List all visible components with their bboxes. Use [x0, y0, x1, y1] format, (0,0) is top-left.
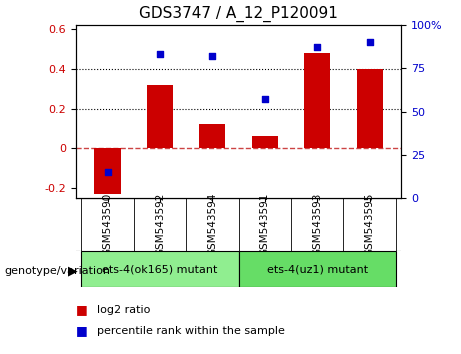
Point: [104, 170, 111, 175]
Text: GSM543590: GSM543590: [102, 193, 112, 256]
Text: GSM543593: GSM543593: [312, 193, 322, 257]
Text: GSM543595: GSM543595: [365, 193, 375, 257]
Title: GDS3747 / A_12_P120091: GDS3747 / A_12_P120091: [139, 6, 338, 22]
Point: [261, 97, 268, 102]
Text: ▶: ▶: [68, 264, 78, 277]
Text: GSM543594: GSM543594: [207, 193, 217, 257]
Bar: [199, 125, 225, 148]
Bar: [147, 85, 173, 148]
Point: [313, 45, 321, 50]
Text: genotype/variation: genotype/variation: [5, 266, 111, 276]
Text: ets-4(ok165) mutant: ets-4(ok165) mutant: [102, 264, 218, 274]
Text: GSM543592: GSM543592: [155, 193, 165, 257]
Point: [156, 51, 164, 57]
Text: GSM543591: GSM543591: [260, 193, 270, 257]
Text: ets-4(uz1) mutant: ets-4(uz1) mutant: [266, 264, 368, 274]
Bar: [252, 136, 278, 148]
Bar: [81, 251, 239, 287]
Text: ■: ■: [76, 303, 88, 316]
Bar: [95, 148, 121, 194]
Bar: [356, 69, 383, 148]
Point: [366, 39, 373, 45]
Text: ■: ■: [76, 325, 88, 337]
Bar: [304, 53, 330, 148]
Bar: [239, 251, 396, 287]
Text: log2 ratio: log2 ratio: [97, 305, 150, 315]
Point: [209, 53, 216, 59]
Text: percentile rank within the sample: percentile rank within the sample: [97, 326, 285, 336]
